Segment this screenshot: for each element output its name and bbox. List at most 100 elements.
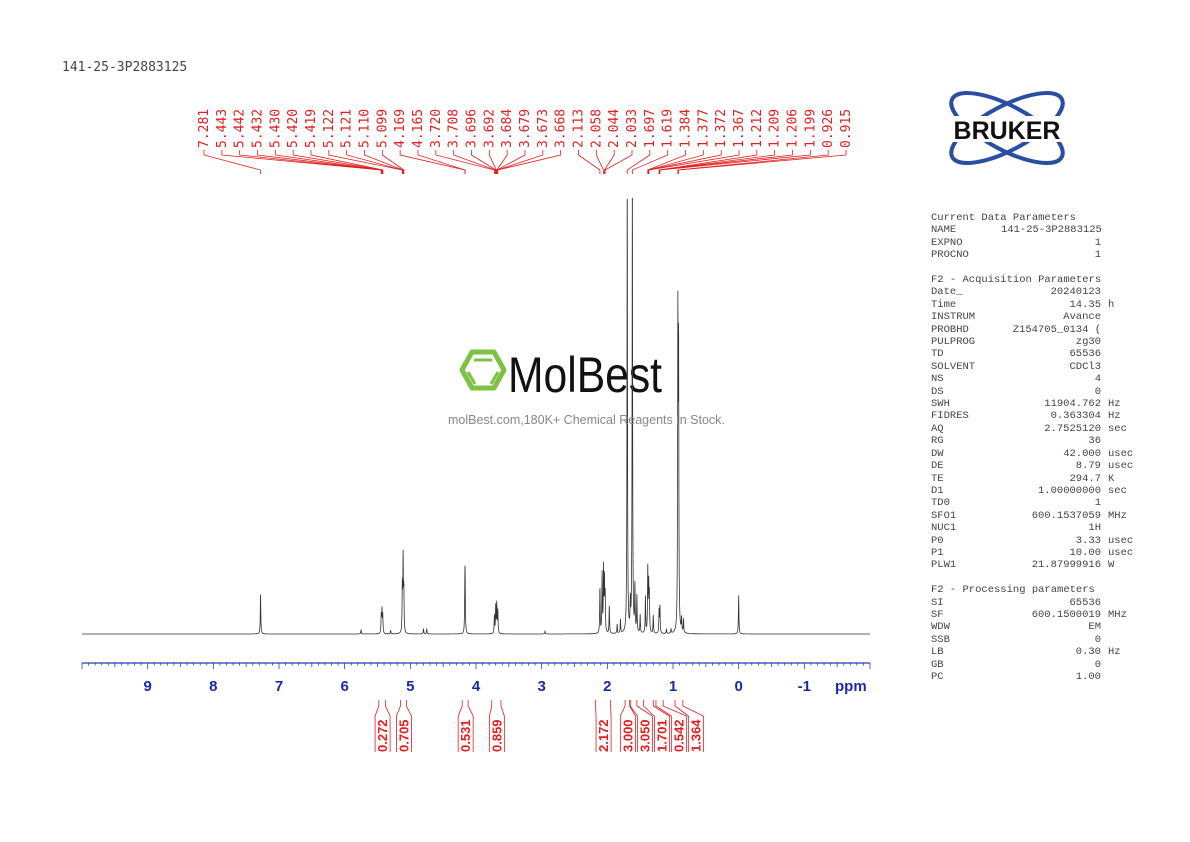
param-name: TD0 xyxy=(931,497,950,510)
param-unit xyxy=(1101,621,1108,633)
param-value: 1 xyxy=(1094,249,1101,262)
peak-label: 1.384 xyxy=(679,109,694,148)
peak-label: 1.377 xyxy=(696,109,711,148)
param-row: PROCNO 1 xyxy=(931,249,1133,261)
param-name: SF xyxy=(931,608,944,621)
param-name: DE xyxy=(931,460,944,473)
param-unit: h xyxy=(1108,298,1115,311)
param-name: SWH xyxy=(931,398,950,411)
peak-label: 5.430 xyxy=(268,109,283,148)
peak-label-leader xyxy=(497,150,544,174)
param-unit: Hz xyxy=(1108,646,1121,659)
param-name: SFO1 xyxy=(931,509,957,522)
axis-tick-label: 0 xyxy=(734,678,742,695)
param-value: EM xyxy=(1088,621,1101,634)
param-name: NS xyxy=(931,373,944,386)
integral-bracket-left xyxy=(595,700,597,752)
param-unit xyxy=(1101,386,1108,398)
axis-tick-label: -1 xyxy=(798,678,811,695)
param-row: SI 65536 xyxy=(931,597,1133,609)
integral-value: 2.172 xyxy=(596,719,611,752)
param-value: 0 xyxy=(1094,658,1101,671)
peak-label: 3.708 xyxy=(447,109,462,148)
peak-label-leader xyxy=(239,150,382,174)
param-name: TE xyxy=(931,472,944,485)
param-value: 10.00 xyxy=(1069,546,1101,559)
param-row: P0 3.33 usec xyxy=(931,535,1133,547)
param-value: 14.35 xyxy=(1069,298,1101,311)
param-row: NS 4 xyxy=(931,373,1133,385)
param-row: FIDRES 0.363304 Hz xyxy=(931,410,1133,422)
axis-tick-label: 2 xyxy=(603,678,611,695)
integral-bracket-left xyxy=(374,700,380,752)
param-unit xyxy=(1101,361,1108,373)
param-name: PULPROG xyxy=(931,336,976,349)
peak-label: 1.697 xyxy=(643,109,658,148)
integral-bracket-right xyxy=(629,700,636,752)
param-unit: usec xyxy=(1108,546,1134,559)
param-unit xyxy=(1101,286,1108,298)
param-row: TE 294.7 K xyxy=(931,473,1133,485)
integral-bracket-left xyxy=(643,700,655,752)
peak-label: 1.206 xyxy=(786,109,801,148)
param-row: SOLVENT CDCl3 xyxy=(931,361,1133,373)
param-unit xyxy=(1101,224,1108,236)
peak-label-leader xyxy=(203,150,261,174)
param-name: TD xyxy=(931,348,944,361)
peak-label: 3.692 xyxy=(482,109,497,148)
param-group: F2 - Processing parameters SI 65536 SF 600.1… xyxy=(931,584,1133,683)
param-value: 0.30 xyxy=(1075,646,1101,659)
param-unit: Hz xyxy=(1108,410,1121,423)
param-row: AQ 2.7525120 sec xyxy=(931,423,1133,435)
param-row: PLW1 21.87999916 W xyxy=(931,559,1133,571)
integral-bracket-left xyxy=(619,700,626,752)
integral-bracket-right xyxy=(467,700,474,752)
param-unit: sec xyxy=(1108,422,1127,435)
axis-tick-label: 9 xyxy=(143,678,151,695)
param-unit xyxy=(1101,373,1108,385)
param-name: P0 xyxy=(931,534,944,547)
integrals: 0.272 0.705 0.531 0.859 2.172 3.000 3.050 1.701… xyxy=(374,700,704,752)
param-name: NUC1 xyxy=(931,522,957,535)
param-name: PROBHD xyxy=(931,323,969,336)
peak-label: 4.165 xyxy=(411,109,426,148)
param-unit xyxy=(1101,671,1108,683)
param-row: LB 0.30 Hz xyxy=(931,646,1133,658)
peak-label-leader xyxy=(310,150,384,174)
param-value: 0.363304 xyxy=(1050,410,1101,423)
integral-bracket-left xyxy=(674,700,689,752)
param-value: 0 xyxy=(1094,633,1101,646)
peak-label: 1.212 xyxy=(750,109,765,148)
param-row: INSTRUM Avance xyxy=(931,311,1133,323)
param-value: CDCl3 xyxy=(1069,360,1101,373)
param-row: D1 1.00000000 sec xyxy=(931,485,1133,497)
param-value: 3.33 xyxy=(1075,534,1101,547)
param-name: DW xyxy=(931,447,944,460)
param-name: PLW1 xyxy=(931,559,957,572)
axis-tick-label: 3 xyxy=(537,678,545,695)
param-row: PC 1.00 xyxy=(931,671,1133,683)
peak-labels: 7.281 5.443 5.442 5.432 5.430 5.420 5.419 5.122… xyxy=(197,109,854,174)
param-name: INSTRUM xyxy=(931,311,976,324)
peak-label: 3.696 xyxy=(465,109,480,148)
param-unit: MHz xyxy=(1108,608,1127,621)
integral-value: 0.531 xyxy=(458,719,473,752)
peak-label: 1.209 xyxy=(768,109,783,148)
peak-label: 2.113 xyxy=(572,109,587,148)
peak-label-leader xyxy=(417,150,466,174)
peak-label-leader xyxy=(631,150,669,174)
peak-label-leader xyxy=(604,150,633,174)
spectrum-trace xyxy=(82,197,870,635)
param-unit: usec xyxy=(1108,447,1134,460)
peak-label: 5.122 xyxy=(322,109,337,148)
param-unit xyxy=(1101,659,1108,671)
integral-bracket-right xyxy=(636,700,653,752)
param-row: WDW EM xyxy=(931,621,1133,633)
param-row: PULPROG zg30 xyxy=(931,336,1133,348)
param-row: TD0 1 xyxy=(931,497,1133,509)
integral-bracket-left xyxy=(655,700,672,752)
peak-label-leader xyxy=(274,150,383,174)
param-group: Current Data Parameters NAME 141-25-3P2883… xyxy=(931,212,1133,262)
param-group-header: F2 - Acquisition Parameters xyxy=(931,274,1102,287)
